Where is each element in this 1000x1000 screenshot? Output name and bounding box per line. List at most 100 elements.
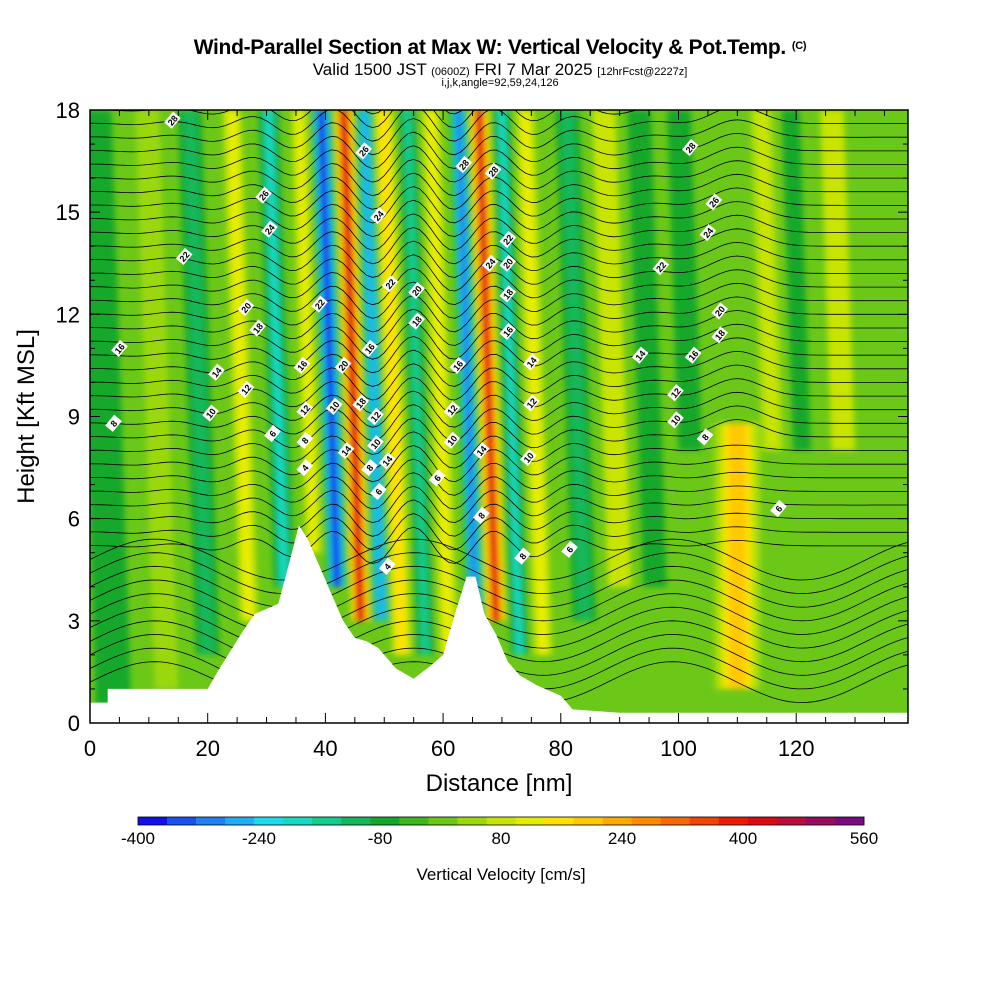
contour-label-61: 8 [696, 428, 714, 446]
colorbar-bin-14 [544, 817, 574, 825]
contour-label-62: 6 [770, 499, 787, 518]
contour-label-bg [428, 469, 446, 487]
contour-labels: 28 26 24 22 20 18 16 14 12 10 8 6 16 12 8 4 22 20 10 14 26 24… [105, 111, 787, 575]
theta-contour-line-41 [90, 118, 908, 156]
theta-contour-line-28 [90, 295, 908, 333]
velocity-band-22-0 [781, 110, 811, 451]
contour-label-text: 16 [687, 348, 701, 362]
contour-label-48: 8 [472, 506, 490, 524]
velocity-band-11-1 [424, 110, 456, 655]
colorbar-tick-label: 400 [729, 829, 757, 848]
contour-label-36: 6 [428, 469, 446, 487]
velocity-band-5-2 [295, 110, 318, 553]
contour-label-47: 10 [520, 448, 537, 466]
contour-label-bg [770, 499, 787, 518]
contour-label-bg [311, 295, 328, 313]
contour-label-bg [105, 414, 122, 432]
contour-label-text: 4 [382, 561, 393, 571]
colorbar-bin-23 [805, 817, 836, 825]
contour-label-7: 14 [208, 363, 225, 381]
contour-label-11: 6 [264, 424, 281, 443]
theta-contour-line-29 [90, 281, 908, 319]
velocity-band-7-7 [341, 110, 363, 621]
contour-label-57: 16 [684, 346, 702, 364]
theta-contour-line-39 [90, 145, 908, 183]
colorbar-bin-21 [747, 817, 778, 825]
valid-time-prefix: Valid 1500 JST [312, 60, 427, 79]
contour-label-20: 26 [355, 142, 372, 160]
contour-label-bg [499, 285, 517, 303]
x-tick-label: 40 [313, 736, 337, 761]
colorbar-bin-4 [254, 817, 284, 825]
contour-label-text: 22 [654, 260, 668, 274]
y-tick-label: 9 [68, 405, 80, 430]
contour-label-text: 18 [354, 396, 368, 410]
contour-label-8: 12 [237, 380, 255, 398]
contour-label-4: 20 [237, 298, 255, 317]
contour-label-28: 14 [378, 452, 396, 470]
contour-label-21: 24 [370, 207, 387, 225]
contour-label-text: 28 [684, 141, 698, 155]
theta-contour-line-9 [90, 552, 908, 595]
contour-label-bg [325, 397, 343, 415]
colorbar-tick-label: 80 [492, 829, 511, 848]
contour-label-bg [367, 435, 384, 453]
contour-label-text: 10 [445, 434, 459, 448]
theta-contour-line-8 [90, 565, 908, 608]
contour-label-text: 24 [372, 209, 386, 223]
contour-label-bg [237, 298, 255, 317]
contour-label-text: 10 [669, 413, 683, 427]
contour-label-bg [523, 394, 540, 412]
contour-label-text: 6 [373, 487, 384, 497]
theta-contour-line-44 [363, 110, 463, 115]
contour-label-bg [337, 442, 355, 460]
contour-label-text: 12 [669, 386, 683, 400]
contour-label-42: 18 [499, 285, 517, 303]
contour-label-text: 16 [295, 359, 309, 373]
valid-time-utc: (0600Z) [431, 66, 470, 78]
contour-label-text: 10 [328, 400, 342, 414]
contour-label-bg [175, 247, 193, 265]
contour-label-text: 16 [113, 342, 127, 356]
contour-label-text: 8 [700, 432, 711, 442]
contour-label-text: 10 [204, 406, 218, 420]
contour-label-bg [696, 428, 714, 446]
contour-label-text: 28 [457, 158, 471, 172]
theta-contour-line-19 [90, 417, 908, 455]
colorbar-tick-label: 240 [608, 829, 636, 848]
chart-title: Wind-Parallel Section at Max W: Vertical… [0, 36, 1000, 60]
contour-label-53: 24 [699, 224, 717, 242]
x-tick-label: 60 [431, 736, 455, 761]
colorbar-tick-label: 560 [850, 829, 878, 848]
contour-label-bg [699, 224, 717, 242]
contour-label-10: 8 [105, 414, 122, 432]
chart-title-text: Wind-Parallel Section at Max W: Vertical… [193, 36, 787, 59]
theta-contour-line-37 [90, 172, 908, 210]
colorbar-bin-19 [689, 817, 720, 825]
contour-label-1: 26 [255, 186, 272, 204]
theta-contour-line-6 [90, 593, 908, 635]
contour-label-text: 22 [178, 250, 192, 264]
contour-label-text: 6 [565, 544, 576, 554]
contour-label-46: 14 [472, 442, 490, 460]
colorbar-bin-13 [515, 817, 545, 825]
theta-contour-line-16 [90, 458, 908, 496]
axis-ticks [89, 109, 908, 724]
theta-contour-line-15 [90, 472, 908, 510]
contour-label-bg [378, 557, 396, 575]
colorbar-bin-2 [196, 817, 226, 825]
contour-label-bg [561, 540, 578, 558]
contour-label-text: 20 [239, 301, 253, 315]
theta-contour-line-31 [90, 254, 908, 292]
theta-contour-line-30 [90, 267, 908, 306]
colorbar-bin-0 [138, 817, 168, 825]
contour-label-38: 28 [484, 162, 502, 180]
contour-label-55: 20 [711, 302, 729, 320]
contour-label-59: 12 [667, 384, 684, 402]
y-axis-label: Height [Kft MSL] [13, 329, 40, 504]
contour-label-bg [514, 547, 531, 565]
contour-label-text: 14 [634, 348, 648, 362]
contour-label-18: 10 [325, 397, 343, 415]
contour-label-text: 4 [300, 463, 311, 473]
